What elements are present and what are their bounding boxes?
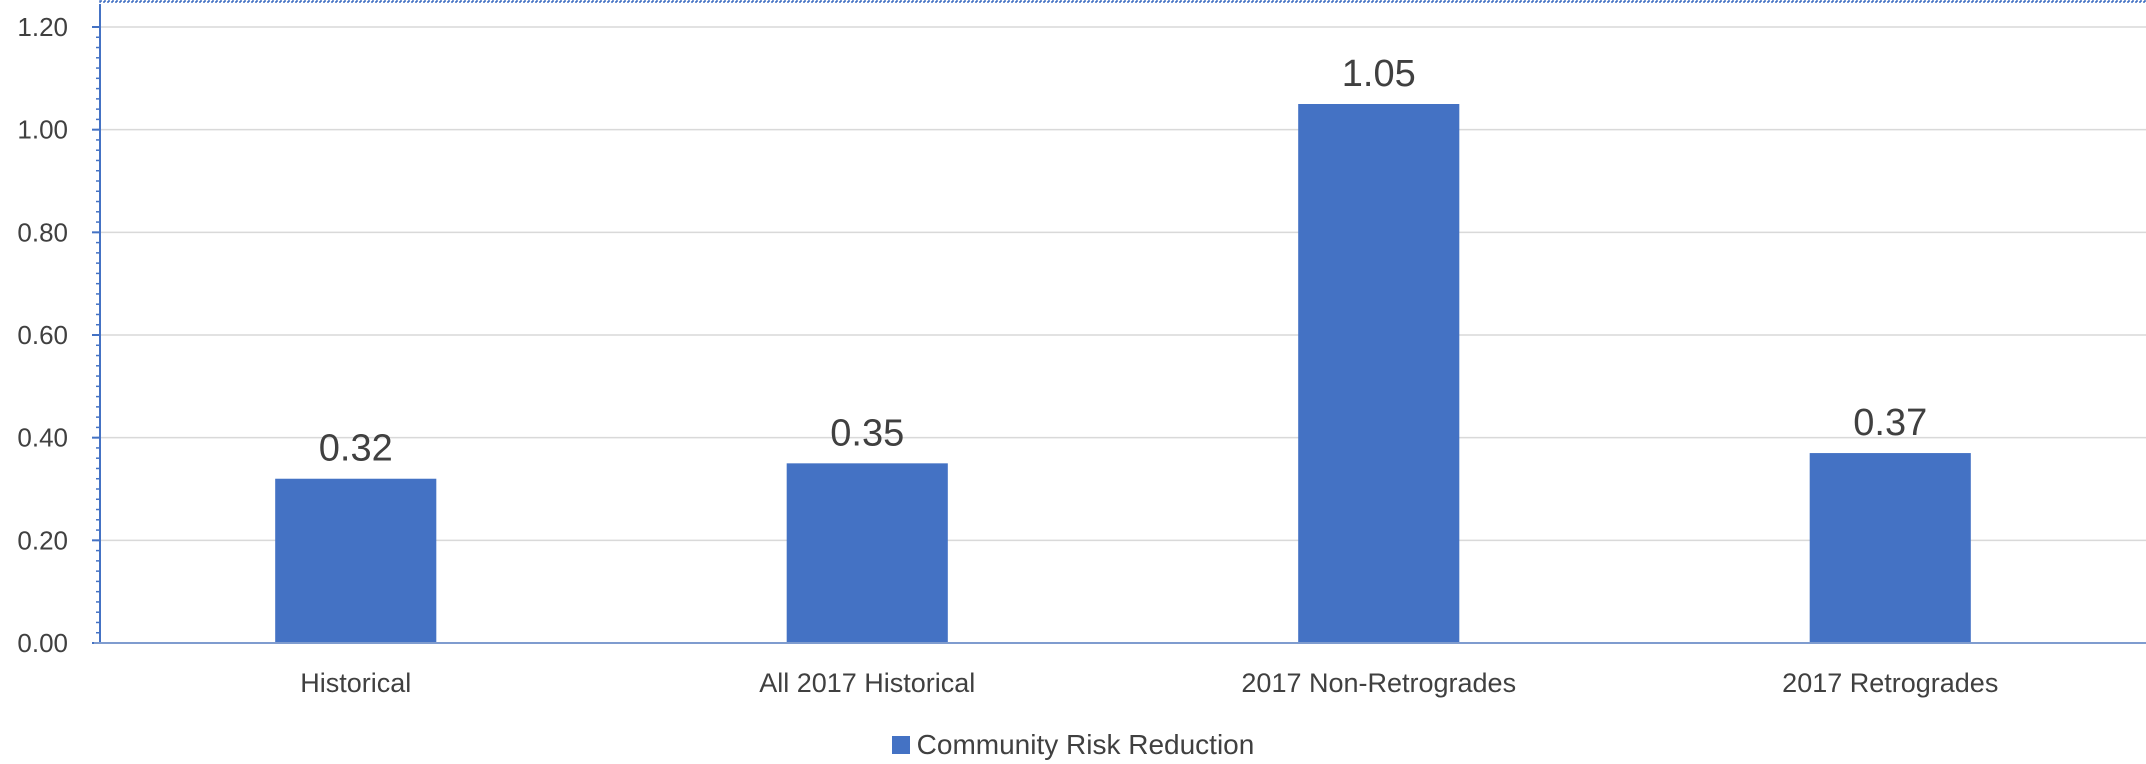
- bars: [275, 104, 1971, 643]
- y-axis-ticks: 0.00 0.20 0.40 0.60 0.80 1.00 1.20: [17, 12, 100, 658]
- data-labels: 0.32 0.35 1.05 0.37: [319, 53, 1927, 470]
- gridlines: [100, 26, 2146, 542]
- x-category-label: All 2017 Historical: [759, 668, 975, 698]
- y-tick-label: 1.20: [17, 12, 68, 42]
- plot-area-top-border: [99, 0, 2146, 3]
- legend-swatch: [891, 736, 910, 754]
- y-tick-label: 0.40: [17, 423, 68, 453]
- y-tick-label: 0.00: [17, 628, 68, 658]
- bar: [1809, 453, 1971, 643]
- category-labels: Historical All 2017 Historical 2017 Non-Re…: [300, 668, 1998, 698]
- x-category-label: Historical: [300, 668, 411, 698]
- bar: [275, 478, 437, 643]
- y-tick-label: 1.00: [17, 115, 68, 145]
- x-category-label: 2017 Non-Retrogrades: [1241, 668, 1516, 698]
- data-label: 0.37: [1853, 402, 1927, 444]
- data-label: 0.35: [830, 412, 904, 454]
- y-tick-label: 0.60: [17, 320, 68, 350]
- data-label: 0.32: [319, 428, 393, 470]
- x-category-label: 2017 Retrogrades: [1782, 668, 1998, 698]
- legend: Community Risk Reduction: [0, 727, 2146, 763]
- bar: [1298, 104, 1460, 643]
- y-tick-label: 0.20: [17, 525, 68, 555]
- bar: [786, 463, 948, 643]
- data-label: 1.05: [1342, 53, 1416, 95]
- legend-label: Community Risk Reduction: [916, 729, 1255, 760]
- y-tick-label: 0.80: [17, 217, 68, 247]
